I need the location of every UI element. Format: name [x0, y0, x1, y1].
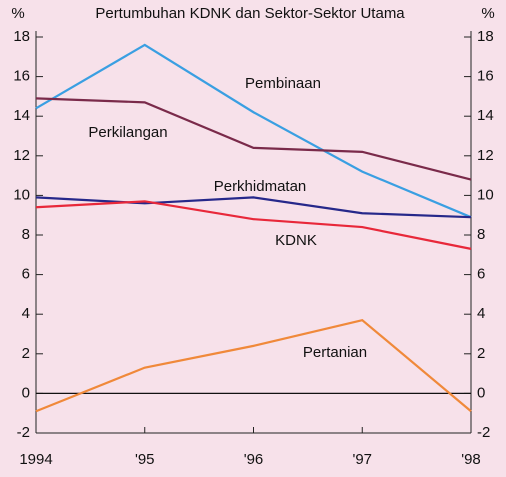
line-series [35, 318, 472, 413]
y2-tick-label: 12 [477, 147, 494, 164]
y2-tick-label: 16 [477, 68, 494, 85]
y2-tick-label: -2 [477, 424, 490, 441]
x-tick-label: '98 [461, 451, 481, 468]
line-series [35, 200, 472, 250]
y-tick-label: 2 [22, 345, 30, 362]
y-tick-label: 12 [13, 147, 30, 164]
y-tick-label: 8 [22, 226, 30, 243]
x-tick-label: '97 [352, 451, 372, 468]
series-label: KDNK [275, 232, 317, 249]
y-tick-label: 0 [22, 384, 30, 401]
y2-tick-label: 0 [477, 384, 485, 401]
y2-tick-label: 10 [477, 186, 494, 203]
y2-tick-label: 4 [477, 305, 485, 322]
y-tick-label: 14 [13, 107, 30, 124]
y-tick-label: 4 [22, 305, 30, 322]
y-tick-label: 6 [22, 266, 30, 283]
x-tick-label: '95 [135, 451, 155, 468]
y-tick-label: 18 [13, 28, 30, 45]
y2-tick-label: 2 [477, 345, 485, 362]
chart-title: Pertumbuhan KDNK dan Sektor-Sektor Utama [95, 5, 405, 22]
y-tick-label: -2 [17, 424, 30, 441]
line-series [35, 196, 472, 219]
series-label: Pertanian [303, 344, 367, 361]
y-tick-label: 16 [13, 68, 30, 85]
y-axis-label: % [11, 5, 24, 22]
line-series [35, 43, 472, 219]
y2-axis-label: % [481, 5, 494, 22]
y2-tick-label: 14 [477, 107, 494, 124]
series-label: Pembinaan [245, 75, 321, 92]
series-label: Perkhidmatan [214, 178, 307, 195]
y2-tick-label: 6 [477, 266, 485, 283]
y-tick-label: 10 [13, 186, 30, 203]
y2-tick-label: 8 [477, 226, 485, 243]
x-tick-label: '96 [244, 451, 264, 468]
line-series [35, 97, 472, 181]
y2-tick-label: 18 [477, 28, 494, 45]
series-label: Perkilangan [88, 124, 167, 141]
x-tick-label: 1994 [19, 451, 52, 468]
